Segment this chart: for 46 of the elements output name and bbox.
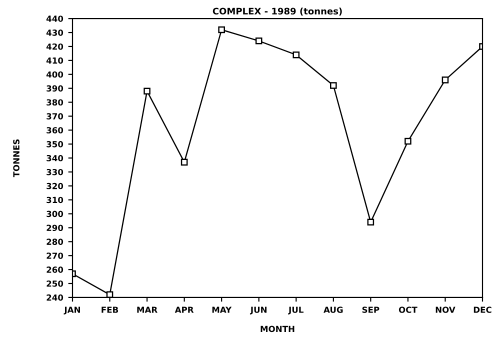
x-tick-label: JUN (250, 306, 267, 314)
point (218, 26, 225, 34)
y-tick-label: 250 (46, 280, 64, 287)
y-tick-label: 410 (46, 57, 64, 64)
y-tick-label: 360 (46, 127, 64, 134)
y-tick-label: 350 (46, 141, 64, 148)
y-tick-label: 310 (46, 196, 64, 204)
x-tick-label: MAY (212, 306, 232, 313)
y-tick-label: 330 (46, 168, 64, 176)
x-tick-label: DEC (474, 306, 492, 313)
x-tick-label: OCT (398, 306, 418, 313)
point (404, 138, 412, 145)
y-tick-label: 280 (46, 238, 64, 245)
y-tick-label: 300 (46, 210, 64, 218)
x-tick-label: JAN (64, 306, 80, 314)
point (442, 76, 449, 84)
y-tick-label: 390 (46, 85, 64, 92)
y-tick-label: 340 (46, 154, 64, 162)
y-tick-label: 290 (46, 224, 64, 232)
point (180, 158, 188, 166)
y-tick-label: 420 (46, 43, 64, 50)
y-tick-label: 380 (46, 99, 64, 106)
point (367, 218, 374, 226)
y-tick-label: 400 (46, 71, 64, 78)
y-axis-title: TONNES (13, 139, 20, 178)
y-tick-label: 260 (46, 266, 64, 273)
y-tick-label: 270 (46, 252, 64, 259)
chart-title: COMPLEX - 1989 (tonnes) (212, 8, 342, 16)
y-tick-label: 440 (46, 16, 64, 22)
point (106, 291, 114, 298)
y-tick-label: 370 (46, 113, 64, 120)
point (255, 37, 262, 44)
x-tick-label: FEB (102, 306, 118, 313)
y-tick-label: 320 (46, 182, 64, 190)
x-tick-label: NOV (436, 306, 456, 313)
x-tick-label: SEP (362, 306, 380, 313)
y-tick-label: 430 (46, 30, 64, 36)
x-tick-label: JUL (288, 306, 304, 314)
point (292, 51, 300, 58)
x-tick-label: MAR (137, 306, 158, 313)
x-tick-label: AUG (324, 306, 343, 313)
y-tick-label: 240 (46, 294, 64, 301)
x-tick-label: APR (174, 306, 194, 313)
point (330, 82, 337, 89)
point (144, 88, 150, 94)
x-axis-title: MONTH (260, 326, 294, 332)
